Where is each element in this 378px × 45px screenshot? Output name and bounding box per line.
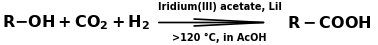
Text: $\mathbf{R}$$\mathbf{-OH + CO_2+H_2}$: $\mathbf{R}$$\mathbf{-OH + CO_2+H_2}$	[2, 13, 150, 32]
Text: $\mathbf{R-COOH}$: $\mathbf{R-COOH}$	[287, 14, 372, 31]
Text: >120 °C, in AcOH: >120 °C, in AcOH	[172, 32, 267, 43]
Text: Iridium(III) acetate, LiI: Iridium(III) acetate, LiI	[158, 3, 282, 13]
